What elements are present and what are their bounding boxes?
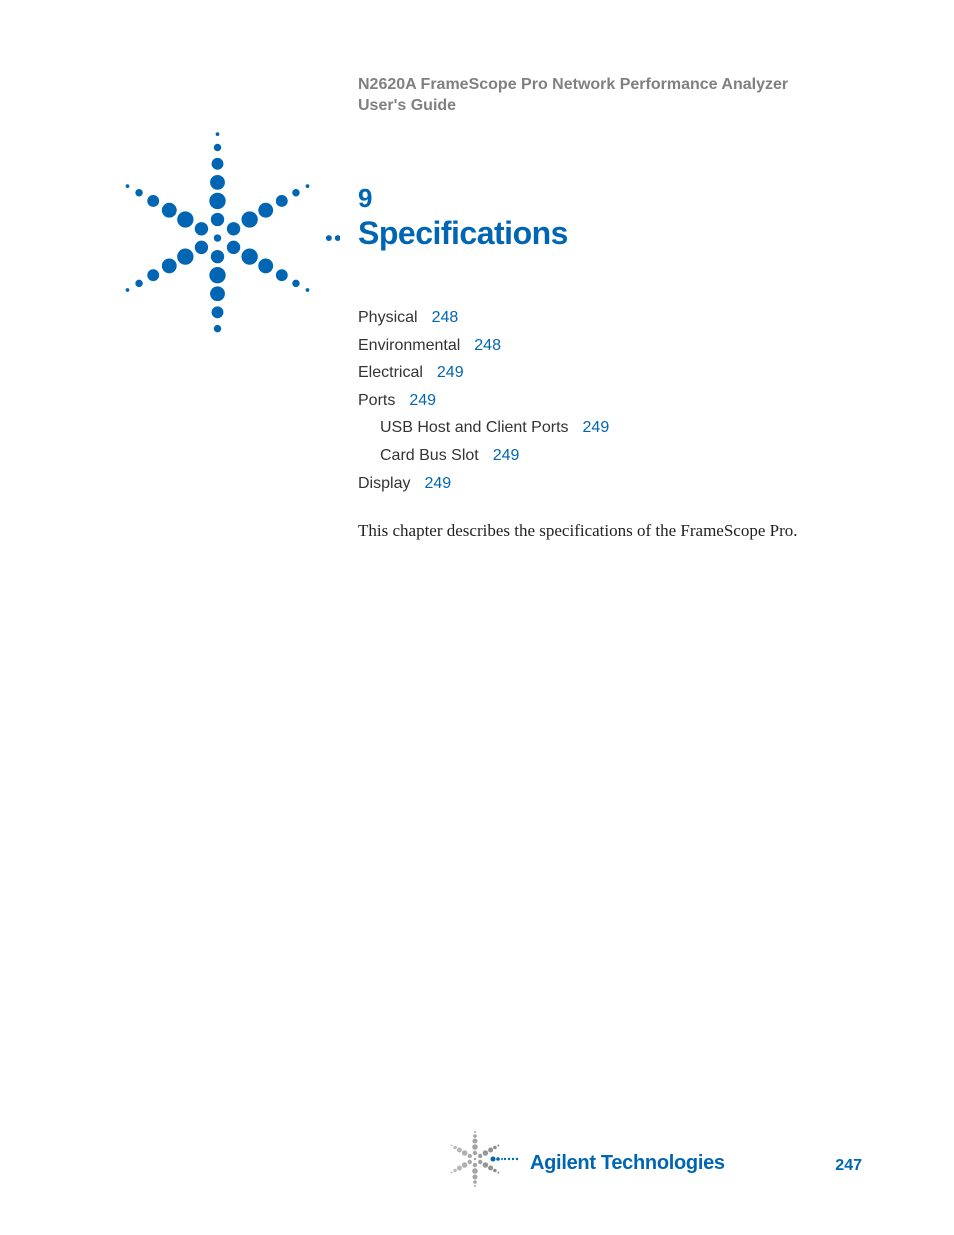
toc-label: Display — [358, 475, 410, 492]
toc-label: Card Bus Slot — [380, 447, 479, 464]
toc-page-link[interactable]: 249 — [583, 419, 610, 436]
document-header: N2620A FrameScope Pro Network Performanc… — [358, 75, 788, 117]
toc-page-link[interactable]: 248 — [432, 309, 459, 326]
toc-page-link[interactable]: 249 — [409, 392, 436, 409]
page-number: 247 — [835, 1157, 862, 1175]
toc-page-link[interactable]: 249 — [424, 475, 451, 492]
toc-entry: USB Host and Client Ports 249 — [358, 415, 609, 441]
chapter-title: Specifications — [358, 215, 568, 252]
toc-label: Ports — [358, 392, 395, 409]
toc-entry: Physical 248 — [358, 305, 609, 331]
toc-label: Physical — [358, 309, 418, 326]
header-line-1: N2620A FrameScope Pro Network Performanc… — [358, 75, 788, 96]
toc-page-link[interactable]: 249 — [437, 364, 464, 381]
toc-label: Environmental — [358, 337, 460, 354]
toc-entry: Card Bus Slot 249 — [358, 443, 609, 469]
toc-entry: Electrical 249 — [358, 360, 609, 386]
toc-entry: Ports 249 — [358, 388, 609, 414]
toc-entry: Environmental 248 — [358, 333, 609, 359]
toc-label: USB Host and Client Ports — [380, 419, 569, 436]
agilent-starburst-logo-small — [445, 1128, 520, 1190]
toc-entry: Display 249 — [358, 471, 609, 497]
header-line-2: User's Guide — [358, 96, 788, 117]
toc-page-link[interactable]: 248 — [474, 337, 501, 354]
agilent-starburst-logo — [95, 55, 340, 335]
chapter-number: 9 — [358, 183, 372, 214]
toc-label: Electrical — [358, 364, 423, 381]
table-of-contents: Physical 248 Environmental 248 Electrical 249… — [358, 305, 609, 498]
footer-brand-text: Agilent Technologies — [530, 1152, 725, 1175]
chapter-intro-paragraph: This chapter describes the specification… — [358, 520, 868, 543]
toc-page-link[interactable]: 249 — [493, 447, 520, 464]
